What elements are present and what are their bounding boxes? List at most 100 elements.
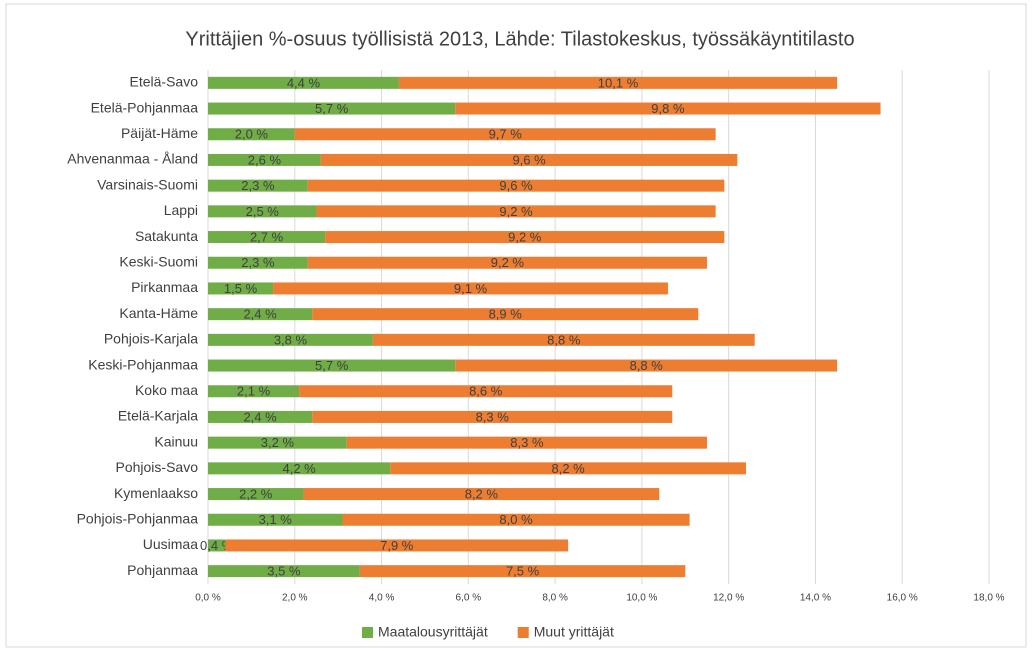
value-label: 4,2 % xyxy=(282,461,316,476)
bar-segment xyxy=(208,462,391,475)
bar-segment xyxy=(208,179,308,192)
legend-swatch xyxy=(517,627,529,638)
bar-segment xyxy=(307,179,725,192)
bar-segment xyxy=(208,205,317,218)
bar-segment xyxy=(208,513,343,526)
bar-segment xyxy=(208,333,373,346)
bar-segment xyxy=(208,385,300,398)
y-tick-label: Koko maa xyxy=(135,382,198,398)
y-tick-label: Varsinais-Suomi xyxy=(97,176,198,192)
y-tick-label: Pohjois-Pohjanmaa xyxy=(77,510,199,526)
value-label: 7,9 % xyxy=(380,538,414,553)
value-label: 2,0 % xyxy=(235,127,269,142)
bar-segment xyxy=(208,102,456,115)
bar-segment xyxy=(325,231,725,244)
value-label: 2,1 % xyxy=(237,384,271,399)
value-label: 8,8 % xyxy=(630,358,664,373)
x-tick-label: 0,0 % xyxy=(195,593,221,604)
y-tick-label: Pirkanmaa xyxy=(131,279,198,295)
bar-segment xyxy=(225,539,569,552)
bar-segment xyxy=(342,513,690,526)
bar-segment xyxy=(208,231,326,244)
value-label: 9,2 % xyxy=(508,229,542,244)
bar-segment xyxy=(208,488,304,501)
value-label: 8,6 % xyxy=(469,384,503,399)
x-tick-label: 18,0 % xyxy=(973,593,1004,604)
value-label: 8,2 % xyxy=(465,486,499,501)
bar-segment xyxy=(208,539,226,552)
bar-segment xyxy=(316,205,716,218)
bar-segment xyxy=(294,128,716,141)
chart-title: Yrittäjien %-osuus työllisistä 2013, Läh… xyxy=(185,28,854,50)
value-label: 4,4 % xyxy=(287,75,321,90)
value-label: 2,7 % xyxy=(250,229,284,244)
value-label: 9,8 % xyxy=(651,101,685,116)
value-label: 9,2 % xyxy=(491,255,525,270)
bar-segment xyxy=(208,308,313,321)
bar-segment xyxy=(303,488,660,501)
bar-segment xyxy=(359,565,686,578)
x-tick-label: 12,0 % xyxy=(713,593,744,604)
y-tick-label: Etelä-Pohjanmaa xyxy=(91,99,199,115)
bar-segment xyxy=(208,128,295,141)
bar-segment xyxy=(307,256,707,269)
bar-segment xyxy=(208,410,313,423)
value-label: 2,3 % xyxy=(241,178,275,193)
legend-label: Muut yrittäjät xyxy=(534,624,614,640)
bar-segment xyxy=(208,359,456,372)
bar-segment xyxy=(372,333,755,346)
y-tick-label: Pohjois-Savo xyxy=(116,459,199,475)
value-label: 8,3 % xyxy=(476,409,510,424)
bar-segment xyxy=(273,282,668,295)
y-tick-label: Keski-Pohjanmaa xyxy=(88,356,198,372)
value-label: 8,0 % xyxy=(499,512,533,527)
x-tick-label: 6,0 % xyxy=(456,593,482,604)
bar-segment xyxy=(312,308,699,321)
value-label: 9,2 % xyxy=(499,204,533,219)
bar-segment xyxy=(208,282,274,295)
y-tick-label: Kymenlaakso xyxy=(114,485,198,501)
value-label: 1,5 % xyxy=(224,281,258,296)
value-label: 9,7 % xyxy=(489,127,523,142)
x-tick-label: 4,0 % xyxy=(369,593,395,604)
value-label: 8,3 % xyxy=(510,435,544,450)
value-label: 9,6 % xyxy=(512,152,546,167)
value-label: 5,7 % xyxy=(315,101,349,116)
bar-segment xyxy=(208,565,360,578)
bar-segment xyxy=(208,256,308,269)
bar-segment xyxy=(346,436,707,449)
y-tick-label: Uusimaa xyxy=(143,536,198,552)
bar-segment xyxy=(299,385,673,398)
value-label: 9,6 % xyxy=(499,178,533,193)
y-tick-label: Kanta-Häme xyxy=(119,305,198,321)
value-label: 8,9 % xyxy=(489,307,523,322)
y-tick-label: Pohjois-Karjala xyxy=(104,331,198,347)
value-label: 3,5 % xyxy=(267,564,301,579)
y-tick-label: Ahvenanmaa - Åland xyxy=(67,151,198,167)
legend-swatch xyxy=(362,627,373,638)
bar-segment xyxy=(312,410,673,423)
x-tick-label: 2,0 % xyxy=(282,593,308,604)
bar-segment xyxy=(208,436,347,449)
y-tick-label: Päijät-Häme xyxy=(121,125,198,141)
y-tick-label: Etelä-Savo xyxy=(130,74,199,90)
bar-segment xyxy=(320,153,738,166)
y-tick-label: Keski-Suomi xyxy=(119,253,198,269)
value-label: 2,4 % xyxy=(243,307,277,322)
value-label: 8,8 % xyxy=(547,332,581,347)
value-label: 2,3 % xyxy=(241,255,275,270)
value-label: 7,5 % xyxy=(506,564,540,579)
value-label: 2,6 % xyxy=(248,152,282,167)
bar-segment xyxy=(455,102,881,115)
value-label: 9,1 % xyxy=(454,281,488,296)
value-label: 2,4 % xyxy=(243,409,277,424)
y-tick-label: Etelä-Karjala xyxy=(118,408,198,424)
value-label: 3,2 % xyxy=(261,435,295,450)
x-tick-label: 16,0 % xyxy=(887,593,918,604)
value-label: 8,2 % xyxy=(552,461,586,476)
value-label: 10,1 % xyxy=(598,75,639,90)
value-label: 2,2 % xyxy=(239,486,273,501)
y-tick-label: Pohjanmaa xyxy=(127,562,198,578)
y-tick-label: Satakunta xyxy=(135,228,198,244)
bar-segment xyxy=(390,462,747,475)
